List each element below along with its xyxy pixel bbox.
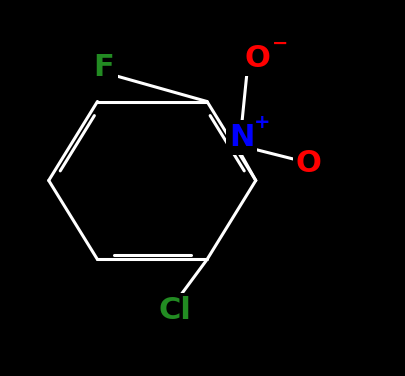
Text: −: − (271, 34, 288, 53)
Text: F: F (93, 53, 114, 82)
Text: Cl: Cl (158, 296, 190, 325)
Text: O: O (244, 44, 270, 73)
Text: N: N (228, 123, 254, 152)
Text: +: + (253, 113, 269, 132)
Text: O: O (295, 149, 321, 178)
